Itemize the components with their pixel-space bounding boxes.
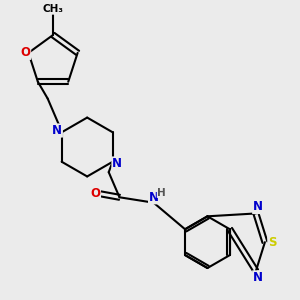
Text: N: N [253, 271, 263, 284]
Text: N: N [52, 124, 62, 137]
Text: S: S [268, 236, 276, 249]
Text: O: O [90, 187, 100, 200]
Text: N: N [253, 200, 263, 214]
Text: N: N [112, 157, 122, 170]
Text: O: O [21, 46, 31, 59]
Text: H: H [157, 188, 166, 198]
Text: N: N [148, 191, 159, 204]
Text: CH₃: CH₃ [43, 4, 64, 14]
